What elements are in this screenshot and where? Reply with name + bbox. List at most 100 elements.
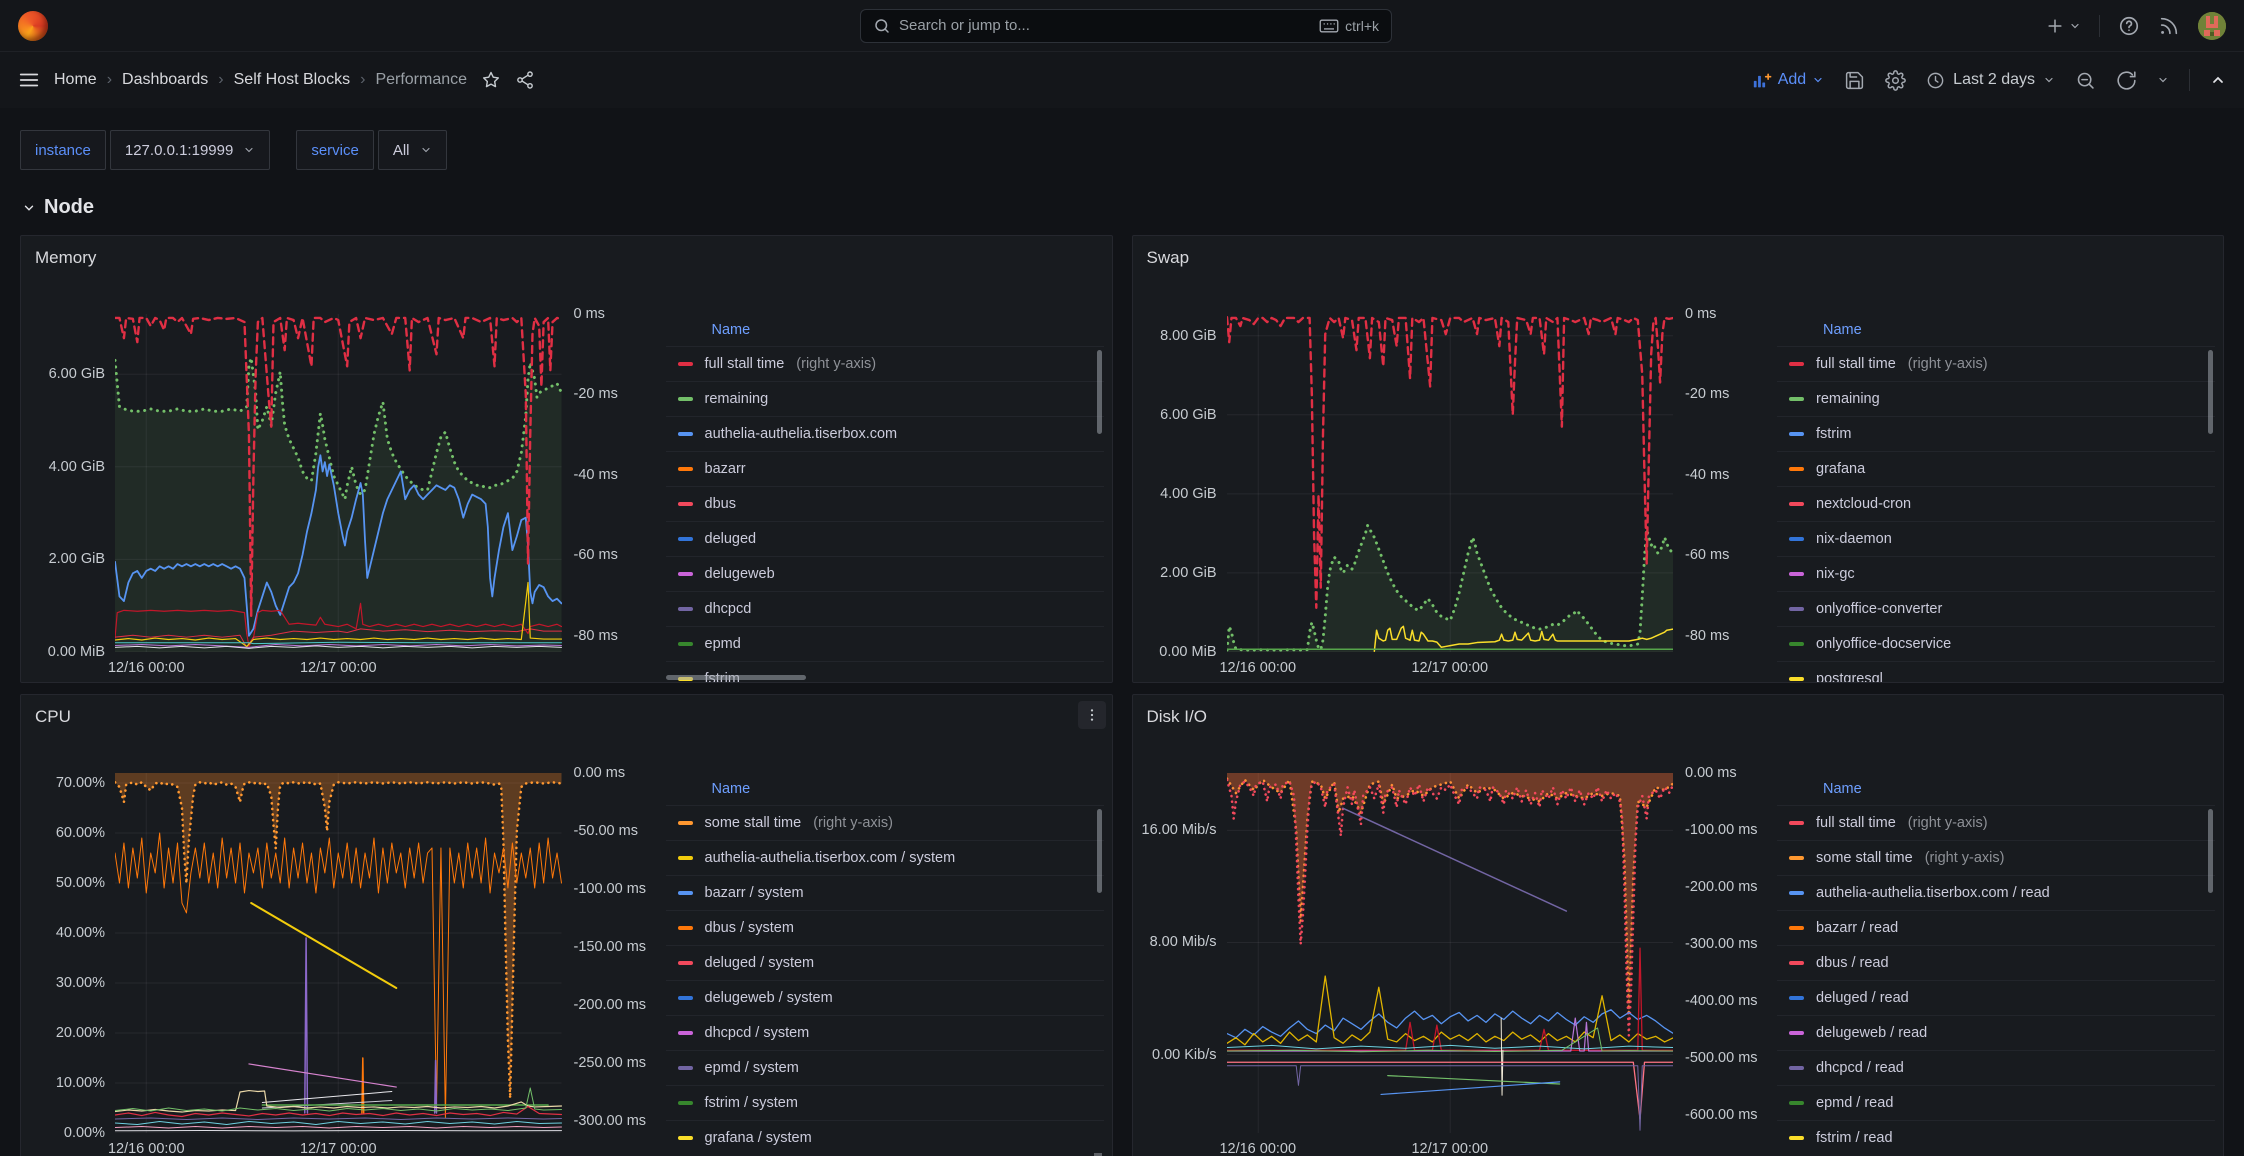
legend-item[interactable]: authelia-authelia.tiserbox.com / system — [666, 840, 1104, 875]
grafana-logo-icon[interactable] — [18, 11, 48, 41]
legend-item[interactable]: deluged / read — [1777, 980, 2215, 1015]
refresh-icon[interactable] — [2116, 70, 2137, 91]
legend-item[interactable]: delugeweb / read — [1777, 1015, 2215, 1050]
row-node[interactable]: Node — [22, 196, 2224, 219]
legend-item[interactable]: dbus — [666, 486, 1104, 521]
legend-scrollbar[interactable] — [1097, 350, 1102, 434]
legend-item[interactable]: dhcpcd / read — [1777, 1050, 2215, 1085]
series-name: authelia-authelia.tiserbox.com — [705, 426, 898, 442]
series-color-marker — [1789, 821, 1804, 825]
collapse-toolbar-icon[interactable] — [2210, 72, 2226, 88]
panel-memory: Memory 6.00 GiB4.00 GiB2.00 GiB0.00 MiB … — [20, 235, 1113, 683]
legend-header[interactable]: Name — [1777, 773, 2215, 805]
breadcrumb-home[interactable]: Home — [54, 71, 97, 89]
series-color-marker — [678, 397, 693, 401]
instance-filter: instance 127.0.0.1:19999 — [20, 130, 270, 170]
legend-header[interactable]: Name — [666, 314, 1104, 346]
legend-item[interactable]: fstrim / read — [1777, 1120, 2215, 1155]
chevron-down-icon — [243, 144, 255, 156]
series-name: full stall time — [1816, 356, 1896, 372]
instance-filter-select[interactable]: 127.0.0.1:19999 — [110, 130, 270, 170]
time-series-chart[interactable] — [1227, 773, 1674, 1133]
add-button[interactable]: Add — [1752, 71, 1824, 89]
panel-title: CPU — [35, 707, 71, 727]
legend-item[interactable]: onlyoffice-converter — [1777, 591, 2215, 626]
legend-item[interactable]: postgresql — [1777, 661, 2215, 682]
legend-item[interactable]: remaining — [666, 381, 1104, 416]
series-name: delugeweb — [705, 566, 775, 582]
legend-item[interactable]: nix-daemon — [1777, 521, 2215, 556]
legend-item[interactable]: dbus / read — [1777, 945, 2215, 980]
legend-horizontal-scrollbar[interactable] — [666, 675, 806, 680]
time-series-chart[interactable] — [115, 773, 562, 1133]
series-axis-note: (right y-axis) — [796, 356, 876, 372]
time-range-picker[interactable]: Last 2 days — [1926, 71, 2055, 90]
star-icon[interactable] — [481, 70, 501, 90]
search-input[interactable]: Search or jump to... ctrl+k — [860, 9, 1392, 43]
legend-item[interactable]: fstrim / system — [666, 1085, 1104, 1120]
legend-item[interactable]: grafana — [1777, 451, 2215, 486]
legend-item[interactable]: bazarr / system — [666, 875, 1104, 910]
legend-item[interactable]: nextcloud-cron — [1777, 486, 2215, 521]
legend-item[interactable]: delugeweb — [666, 556, 1104, 591]
time-series-chart[interactable] — [115, 314, 562, 652]
series-name: nix-gc — [1816, 566, 1855, 582]
top-nav-bar: Search or jump to... ctrl+k — [0, 0, 2244, 52]
save-dashboard-icon[interactable] — [1844, 70, 1865, 91]
legend-scrollbar[interactable] — [2208, 809, 2213, 893]
avatar[interactable] — [2198, 12, 2226, 40]
time-series-chart[interactable] — [1227, 314, 1674, 652]
legend-item[interactable]: authelia-authelia.tiserbox.com — [666, 416, 1104, 451]
legend-item[interactable]: some stall time(right y-axis) — [666, 805, 1104, 840]
series-name: fstrim — [1816, 426, 1851, 442]
series-name: deluged / read — [1816, 990, 1909, 1006]
panel-header[interactable]: CPU — [21, 695, 1112, 739]
legend-item[interactable]: grafana / system — [666, 1120, 1104, 1155]
legend-item[interactable]: nix-gc — [1777, 556, 2215, 591]
axis-tick-label: -150.00 ms — [574, 939, 647, 955]
legend-scrollbar[interactable] — [2208, 350, 2213, 434]
legend-item[interactable]: bazarr / read — [1777, 910, 2215, 945]
dashboard-toolbar: Home › Dashboards › Self Host Blocks › P… — [0, 52, 2244, 108]
legend-scrollbar[interactable] — [1097, 809, 1102, 893]
legend-item[interactable]: authelia-authelia.tiserbox.com / read — [1777, 875, 2215, 910]
legend-item[interactable]: dhcpcd — [666, 591, 1104, 626]
legend-item[interactable]: epmd — [666, 626, 1104, 661]
zoom-out-icon[interactable] — [2075, 70, 2096, 91]
menu-icon[interactable] — [18, 69, 40, 91]
legend-item[interactable]: delugeweb / system — [666, 980, 1104, 1015]
legend-item[interactable]: dhcpcd / system — [666, 1015, 1104, 1050]
news-icon[interactable] — [2158, 15, 2180, 37]
legend-header[interactable]: Name — [666, 773, 1104, 805]
service-filter-select[interactable]: All — [378, 130, 447, 170]
series-name: full stall time — [705, 356, 785, 372]
dashboard-settings-icon[interactable] — [1885, 70, 1906, 91]
legend-header[interactable]: Name — [1777, 314, 2215, 346]
service-filter: service All — [296, 130, 446, 170]
breadcrumb-dashboards[interactable]: Dashboards — [122, 71, 208, 89]
axis-tick-label: 12/16 00:00 — [1219, 1141, 1296, 1156]
series-name: deluged / system — [705, 955, 815, 971]
legend-item[interactable]: remaining — [1777, 381, 2215, 416]
panel-header[interactable]: Disk I/O — [1133, 695, 2224, 739]
legend-item[interactable]: epmd / system — [666, 1050, 1104, 1085]
legend-item[interactable]: full stall time(right y-axis) — [1777, 805, 2215, 840]
refresh-interval-chevron-icon[interactable] — [2157, 74, 2169, 86]
breadcrumb-folder[interactable]: Self Host Blocks — [234, 71, 350, 89]
legend-item[interactable]: some stall time(right y-axis) — [1777, 840, 2215, 875]
legend-item[interactable]: onlyoffice-docservice — [1777, 626, 2215, 661]
legend-item[interactable]: deluged / system — [666, 945, 1104, 980]
legend-item[interactable]: full stall time(right y-axis) — [1777, 346, 2215, 381]
panel-header[interactable]: Memory — [21, 236, 1112, 280]
legend-item[interactable]: full stall time (right y-axis) — [666, 346, 1104, 381]
share-icon[interactable] — [515, 70, 535, 90]
legend-item[interactable]: epmd / read — [1777, 1085, 2215, 1120]
new-button[interactable] — [2045, 16, 2081, 36]
legend-item[interactable]: deluged — [666, 521, 1104, 556]
panel-header[interactable]: Swap — [1133, 236, 2224, 280]
legend-item[interactable]: fstrim — [1777, 416, 2215, 451]
panel-menu-icon[interactable] — [1078, 701, 1106, 729]
legend-item[interactable]: dbus / system — [666, 910, 1104, 945]
legend-item[interactable]: bazarr — [666, 451, 1104, 486]
help-icon[interactable] — [2118, 15, 2140, 37]
